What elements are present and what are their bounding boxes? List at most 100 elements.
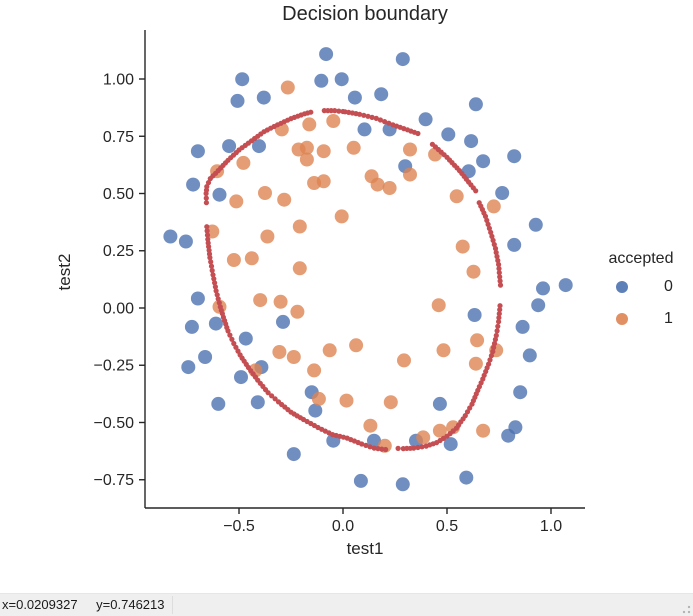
scatter-point	[314, 73, 329, 88]
scatter-point	[308, 403, 323, 418]
resize-grip-icon[interactable]	[680, 603, 691, 614]
scatter-point	[468, 97, 483, 112]
scatter-point	[212, 187, 227, 202]
scatter-point	[346, 140, 361, 155]
scatter-point	[276, 314, 290, 329]
scatter-point	[476, 423, 491, 438]
scatter-point	[163, 229, 178, 244]
scatter-point	[299, 152, 314, 167]
y-tick-label: −0.50	[94, 415, 135, 432]
scatter-point	[292, 261, 307, 276]
scatter-series-0	[163, 47, 573, 492]
scatter-point	[364, 169, 379, 184]
y-tick-label: 0.50	[103, 186, 134, 203]
scatter-point	[250, 395, 265, 410]
scatter-point	[441, 127, 456, 142]
scatter-point	[395, 477, 410, 492]
scatter-point	[432, 396, 447, 411]
y-tick-label: 0.25	[103, 243, 134, 260]
scatter-point	[292, 219, 307, 234]
scatter-point	[230, 93, 245, 108]
x-axis-label: test1	[346, 539, 384, 558]
scatter-point	[443, 437, 458, 452]
y-tick-label: −0.25	[94, 358, 135, 375]
scatter-point	[432, 423, 447, 438]
x-tick-label: 0.5	[436, 518, 458, 535]
decision-boundary	[203, 108, 504, 453]
scatter-point	[190, 291, 205, 306]
axes-spines	[144, 30, 585, 509]
scatter-point	[186, 177, 201, 192]
legend-entry-0: 0	[595, 274, 687, 300]
scatter-point	[528, 217, 543, 232]
legend-entry-1: 1	[595, 306, 687, 332]
scatter-point	[319, 47, 334, 62]
scatter-point	[238, 331, 253, 346]
scatter-point	[357, 122, 372, 137]
x-tick-label: −0.5	[223, 518, 255, 535]
scatter-point	[280, 80, 295, 95]
scatter-point	[416, 430, 431, 445]
scatter-point	[436, 343, 451, 358]
scatter-point	[395, 52, 410, 67]
scatter-point	[353, 473, 368, 488]
plot-canvas[interactable]: −0.5 0.0 0.5 1.0 1.00 0.75 0.50 0.25 0.00 −0.25 −0…	[0, 0, 693, 593]
scatter-point	[459, 470, 474, 485]
scatter-point	[349, 338, 364, 353]
scatter-point	[184, 319, 199, 334]
scatter-point	[277, 192, 292, 207]
scatter-point	[468, 356, 483, 371]
scatter-point	[466, 264, 481, 279]
cursor-x-readout: x=0.0209327	[2, 597, 78, 612]
scatter-point	[403, 167, 417, 182]
scatter-point	[382, 181, 397, 195]
y-tick-label: 0.00	[103, 300, 134, 317]
scatter-point	[235, 72, 250, 87]
status-bar: x=0.0209327 y=0.746213	[0, 593, 693, 616]
scatter-point	[536, 281, 550, 296]
scatter-point	[256, 90, 271, 105]
scatter-point	[226, 253, 241, 267]
scatter-point	[418, 112, 433, 127]
chart-title: Decision boundary	[282, 3, 448, 25]
cursor-coordinates: x=0.0209327 y=0.746213	[2, 594, 165, 616]
scatter-point	[290, 304, 305, 319]
scatter-point	[486, 199, 501, 214]
scatter-point	[501, 428, 516, 443]
scatter-point	[253, 293, 268, 308]
scatter-point	[286, 447, 301, 462]
scatter-point	[455, 239, 470, 254]
scatter-point	[299, 140, 314, 155]
scatter-point	[198, 350, 213, 364]
y-tick-label: −0.75	[94, 472, 135, 489]
scatter-point	[272, 345, 287, 359]
scatter-point	[229, 194, 244, 209]
legend-marker-class1-icon	[616, 313, 628, 325]
scatter-point	[383, 395, 398, 410]
legend-marker-class0-icon	[616, 281, 628, 293]
scatter-point	[374, 87, 389, 102]
scatter-point	[258, 186, 272, 200]
scatter-point	[273, 294, 288, 309]
scatter-point	[531, 298, 546, 313]
scatter-point	[190, 144, 205, 159]
y-tick-label: 0.75	[103, 129, 134, 146]
y-tick-label: 1.00	[103, 72, 134, 89]
scatter-point	[403, 142, 417, 157]
scatter-point	[507, 237, 522, 252]
scatter-point	[222, 139, 237, 154]
scatter-point	[236, 155, 251, 170]
scatter-point	[347, 90, 362, 105]
scatter-point	[252, 139, 266, 154]
matplotlib-figure: −0.5 0.0 0.5 1.0 1.00 0.75 0.50 0.25 0.00 −0.25 −0…	[0, 0, 693, 593]
scatter-point	[260, 229, 275, 244]
scatter-point	[367, 433, 381, 448]
scatter-point	[363, 418, 378, 433]
scatter-point	[513, 385, 528, 400]
scatter-point	[181, 360, 196, 375]
scatter-point	[507, 149, 522, 164]
scatter-point	[208, 316, 223, 331]
scatter-series-1	[205, 80, 504, 453]
scatter-point	[316, 174, 331, 189]
